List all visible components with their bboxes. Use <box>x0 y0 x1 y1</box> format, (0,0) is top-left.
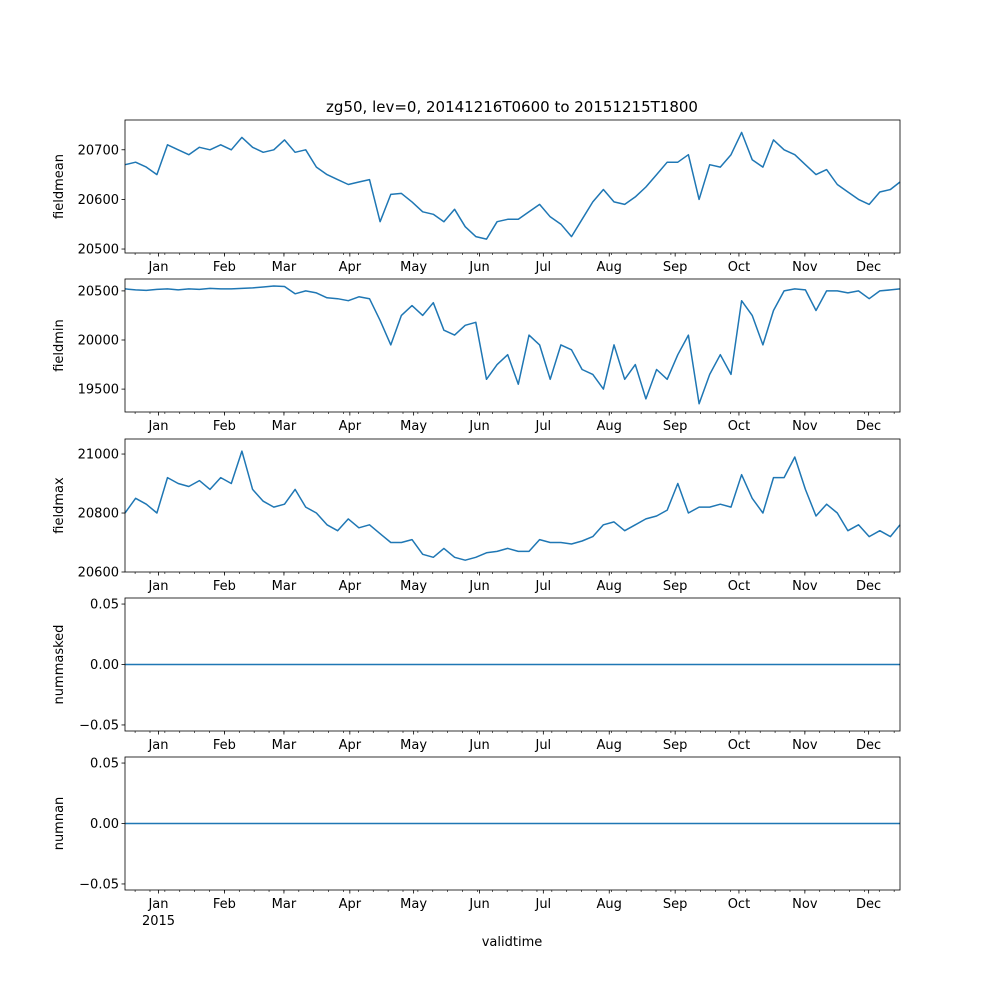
x-tick-label: Aug <box>597 579 622 594</box>
x-tick-label: Oct <box>728 579 750 594</box>
y-tick-label: 20000 <box>78 333 119 348</box>
year-label: 2015 <box>142 914 175 929</box>
x-tick-label: Sep <box>663 419 688 434</box>
y-tick-label: 0.00 <box>90 817 119 832</box>
y-tick-label: 21000 <box>78 448 119 463</box>
x-tick-label: Nov <box>792 897 818 912</box>
x-tick-label: Oct <box>728 260 750 275</box>
x-tick-label: Aug <box>597 260 622 275</box>
y-tick-label: −0.05 <box>79 877 119 892</box>
y-tick-label: 0.05 <box>90 757 119 772</box>
x-tick-label: Jun <box>468 897 489 912</box>
x-tick-label: Aug <box>597 738 622 753</box>
y-tick-label: 20500 <box>78 243 119 258</box>
x-tick-label: Apr <box>339 260 362 275</box>
subplot-fieldmean: 20500 20600 20700 fieldmean Jan Feb Mar Apr May J… <box>52 119 901 275</box>
x-tick-label: Dec <box>856 579 881 594</box>
x-tick-label: Sep <box>663 738 688 753</box>
fieldmean-series-line <box>124 131 901 240</box>
x-tick-label: Jul <box>534 419 551 434</box>
x-tick-label: Sep <box>663 579 688 594</box>
x-tick-label: Jan <box>147 579 168 594</box>
x-tick-label: Apr <box>339 419 362 434</box>
x-tick-label: Jul <box>534 260 551 275</box>
x-tick-label: Mar <box>272 419 297 434</box>
x-tick-label: Jan <box>147 738 168 753</box>
x-tick-label: May <box>400 738 427 753</box>
x-tick-label: Oct <box>728 738 750 753</box>
x-tick-label: Feb <box>213 419 236 434</box>
y-tick-label: 0.00 <box>90 658 119 673</box>
x-tick-label: Jan <box>147 260 168 275</box>
x-tick-label: Jul <box>534 579 551 594</box>
x-tick-label: Jan <box>147 419 168 434</box>
x-tick-label: Jul <box>534 738 551 753</box>
x-tick-label: Nov <box>792 579 818 594</box>
x-tick-label: Mar <box>272 738 297 753</box>
x-tick-label: Mar <box>272 579 297 594</box>
x-tick-label: Nov <box>792 260 818 275</box>
x-tick-label: Mar <box>272 897 297 912</box>
x-tick-label: Feb <box>213 579 236 594</box>
y-axis-label: fieldmin <box>52 319 67 372</box>
x-tick-label: Dec <box>856 419 881 434</box>
x-tick-label: Feb <box>213 897 236 912</box>
y-tick-label: 20500 <box>78 284 119 299</box>
axes-frame <box>124 278 901 413</box>
x-tick-label: Apr <box>339 738 362 753</box>
x-tick-label: Dec <box>856 738 881 753</box>
x-tick-label: Feb <box>213 738 236 753</box>
x-tick-label: May <box>400 579 427 594</box>
y-tick-label: 20700 <box>78 143 119 158</box>
x-tick-label: Apr <box>339 897 362 912</box>
y-axis-label: nummasked <box>52 625 67 705</box>
x-tick-label: May <box>400 419 427 434</box>
x-tick-label: Jul <box>534 897 551 912</box>
subplot-fieldmin: 19500 20000 20500 fieldmin Jan Feb Mar Apr May Ju… <box>52 278 901 434</box>
x-tick-label: May <box>400 260 427 275</box>
x-tick-label: Oct <box>728 897 750 912</box>
x-tick-label: Jun <box>468 579 489 594</box>
y-tick-label: 20600 <box>78 566 119 581</box>
y-tick-label: 19500 <box>78 383 119 398</box>
y-tick-label: 0.05 <box>90 598 119 613</box>
subplot-fieldmax: 20600 20800 21000 fieldmax Jan Feb Mar Apr May Ju… <box>52 438 901 594</box>
fieldmax-series-line <box>124 450 901 561</box>
y-tick-label: 20600 <box>78 193 119 208</box>
fieldmin-series-line <box>124 285 901 405</box>
x-tick-label: Aug <box>597 897 622 912</box>
y-axis-label: numnan <box>52 797 67 851</box>
y-axis-label: fieldmax <box>52 477 67 534</box>
x-tick-label: Apr <box>339 579 362 594</box>
subplot-nummasked: −0.05 0.00 0.05 nummasked Jan Feb Mar Apr May Jun… <box>52 598 901 753</box>
x-tick-label: Jun <box>468 260 489 275</box>
x-tick-label: Sep <box>663 897 688 912</box>
x-tick-label: Oct <box>728 419 750 434</box>
x-tick-label: Dec <box>856 260 881 275</box>
axes-frame <box>124 438 901 573</box>
y-axis-label: fieldmean <box>52 154 67 219</box>
y-tick-label: 20800 <box>78 507 119 522</box>
x-tick-label: Mar <box>272 260 297 275</box>
x-tick-label: May <box>400 897 427 912</box>
subplot-numnan: −0.05 0.00 0.05 numnan Jan Feb Mar Apr May Jun Jul… <box>52 757 901 929</box>
x-tick-label: Nov <box>792 419 818 434</box>
x-tick-label: Sep <box>663 260 688 275</box>
x-tick-label: Jun <box>468 738 489 753</box>
x-tick-label: Aug <box>597 419 622 434</box>
axes-frame <box>124 119 901 254</box>
chart-title: zg50, lev=0, 20141216T0600 to 20151215T1… <box>326 98 698 116</box>
x-tick-label: Jan <box>147 897 168 912</box>
x-tick-label: Feb <box>213 260 236 275</box>
x-axis-label: validtime <box>482 935 543 950</box>
x-tick-label: Nov <box>792 738 818 753</box>
x-tick-label: Jun <box>468 419 489 434</box>
x-tick-label: Dec <box>856 897 881 912</box>
y-tick-label: −0.05 <box>79 718 119 733</box>
